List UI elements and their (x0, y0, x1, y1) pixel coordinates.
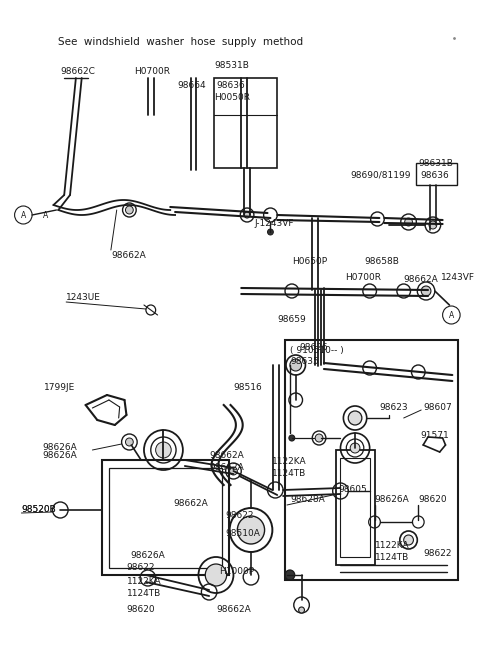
Circle shape (290, 359, 301, 371)
Text: 98626A: 98626A (43, 443, 78, 453)
Text: 1799JE: 1799JE (44, 383, 75, 392)
Text: ( 910510-- ): ( 910510-- ) (290, 345, 344, 354)
Text: 98516: 98516 (233, 383, 262, 392)
Text: 98628A: 98628A (290, 495, 324, 504)
Text: 98620: 98620 (418, 495, 447, 504)
Text: 98662A: 98662A (216, 605, 251, 614)
Text: 98662A: 98662A (209, 451, 244, 460)
Text: 98510A: 98510A (226, 529, 261, 538)
Circle shape (315, 434, 323, 442)
Circle shape (229, 467, 237, 475)
Text: 98690/81199: 98690/81199 (350, 170, 411, 179)
Text: 98605: 98605 (338, 485, 367, 495)
Text: 98664: 98664 (177, 81, 205, 90)
Text: 98626: 98626 (300, 343, 328, 352)
Circle shape (429, 221, 437, 229)
Text: H0700R: H0700R (134, 67, 170, 77)
Text: 1124TB: 1124TB (374, 553, 409, 561)
Text: H0650P: H0650P (292, 257, 327, 267)
Text: A: A (21, 210, 26, 219)
Text: 98662C: 98662C (60, 67, 95, 77)
Text: See  windshield  washer  hose  supply  method: See windshield washer hose supply method (59, 37, 303, 47)
Bar (214, 78, 277, 168)
Text: A: A (43, 210, 48, 219)
Text: J-1243VF: J-1243VF (255, 219, 294, 229)
Text: 98607: 98607 (423, 403, 452, 413)
Text: 98658B: 98658B (365, 257, 400, 267)
Text: 98659: 98659 (277, 316, 306, 324)
Text: 98631B: 98631B (418, 159, 453, 168)
Text: 98622: 98622 (226, 512, 254, 521)
Bar (340, 458, 370, 557)
Bar (416, 163, 457, 185)
Text: 98620: 98620 (126, 605, 155, 614)
Circle shape (205, 564, 227, 586)
Text: 98520B: 98520B (22, 506, 56, 514)
Text: 1124TB: 1124TB (272, 470, 307, 479)
Circle shape (404, 535, 413, 545)
Text: 98626A: 98626A (374, 495, 409, 504)
Circle shape (267, 229, 273, 235)
Text: 1243VF: 1243VF (441, 274, 475, 282)
Text: 1243UE: 1243UE (66, 293, 101, 303)
Circle shape (237, 516, 264, 544)
Text: 98626A: 98626A (43, 451, 78, 460)
Text: 98626A: 98626A (131, 550, 165, 559)
Text: 98531B: 98531B (214, 62, 249, 71)
Bar (336, 450, 374, 565)
Text: 98636: 98636 (420, 170, 449, 179)
Bar (102, 460, 228, 575)
Circle shape (125, 206, 133, 214)
Bar (285, 340, 458, 580)
Text: 1122KA: 1122KA (272, 457, 307, 466)
Text: 98662A: 98662A (173, 498, 208, 508)
Text: H0700R: H0700R (345, 274, 381, 282)
Bar (109, 468, 222, 568)
Text: 1122KA: 1122KA (374, 540, 409, 550)
Circle shape (156, 442, 171, 458)
Circle shape (350, 443, 360, 453)
Circle shape (289, 435, 295, 441)
Text: 98662A: 98662A (404, 276, 438, 284)
Text: 98635: 98635 (290, 358, 319, 367)
Text: 98622: 98622 (126, 563, 155, 572)
Circle shape (244, 212, 250, 218)
Text: 98623: 98623 (379, 403, 408, 413)
Text: 1122KA: 1122KA (126, 578, 161, 586)
Text: 98622: 98622 (423, 548, 452, 557)
Text: H1000P: H1000P (219, 567, 254, 576)
Circle shape (348, 411, 362, 425)
Text: 98662A: 98662A (112, 250, 146, 259)
Text: 1124TB: 1124TB (126, 590, 161, 599)
Text: A: A (449, 310, 454, 320)
Circle shape (405, 218, 412, 226)
Text: 91571: 91571 (420, 430, 449, 440)
Text: 98636: 98636 (216, 81, 245, 90)
Circle shape (421, 286, 431, 296)
Circle shape (125, 438, 133, 446)
Circle shape (285, 570, 295, 580)
Circle shape (299, 607, 304, 613)
Text: H0050R: H0050R (214, 94, 250, 102)
Text: 98520B: 98520B (22, 506, 56, 514)
Text: 98662A: 98662A (209, 464, 244, 472)
